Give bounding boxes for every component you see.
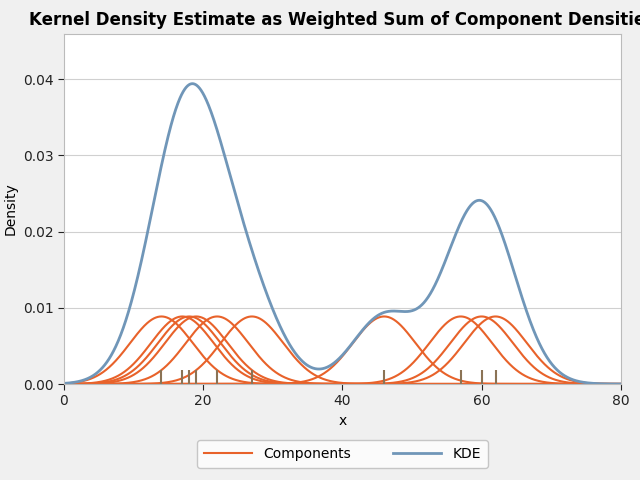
- Components: [316, 381, 324, 387]
- Line: Components: Components: [64, 316, 621, 384]
- Components: [601, 381, 609, 387]
- Title: Kernel Density Estimate as Weighted Sum of Component Densities: Kernel Density Estimate as Weighted Sum …: [29, 11, 640, 29]
- Components: [331, 381, 339, 387]
- Components: [499, 381, 506, 387]
- Components: [88, 375, 96, 381]
- Legend: Components, KDE: Components, KDE: [196, 440, 488, 468]
- KDE: [499, 234, 506, 240]
- KDE: [617, 381, 625, 387]
- Line: KDE: KDE: [64, 84, 621, 384]
- KDE: [60, 381, 68, 386]
- KDE: [331, 360, 339, 365]
- KDE: [601, 381, 609, 387]
- Components: [601, 381, 609, 387]
- X-axis label: x: x: [339, 414, 346, 428]
- Components: [157, 313, 165, 319]
- Components: [617, 381, 625, 387]
- Components: [60, 381, 68, 386]
- KDE: [316, 366, 324, 372]
- KDE: [189, 81, 196, 86]
- Y-axis label: Density: Density: [3, 182, 17, 235]
- KDE: [601, 381, 609, 387]
- KDE: [88, 373, 96, 379]
